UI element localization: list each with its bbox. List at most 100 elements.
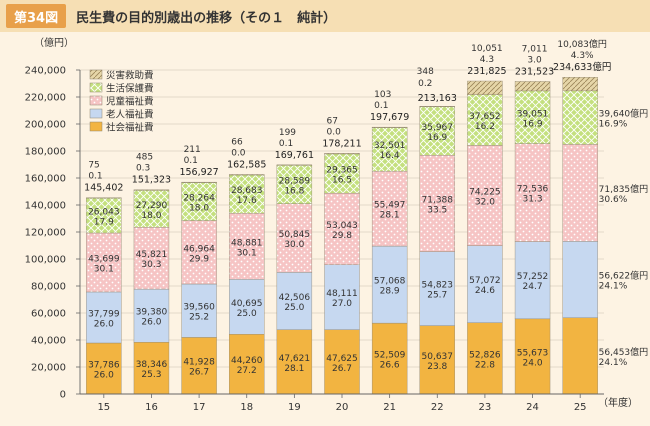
x-tick-label: 15 — [97, 402, 110, 413]
data-label-value: 28,589 — [279, 176, 311, 186]
data-label-value: 39,560 — [183, 303, 215, 313]
total-label: 231,825 — [467, 66, 506, 77]
disaster-percent-label: 0.2 — [418, 79, 432, 89]
bar-segment — [371, 245, 408, 324]
data-label-value: 50,637 — [422, 352, 454, 362]
disaster-value-label: 75 — [88, 161, 99, 171]
data-label-percent: 25.2 — [189, 313, 209, 323]
bar-segment — [86, 197, 122, 199]
data-label-value: 57,252 — [517, 272, 549, 282]
data-label-value: 37,786 — [88, 360, 120, 370]
bar-segment — [181, 182, 217, 221]
bar-segment — [276, 272, 313, 330]
y-tick-label: 20,000 — [31, 363, 66, 374]
total-label: 197,679 — [370, 112, 409, 123]
disaster-value-label: 66 — [231, 138, 243, 148]
disaster-percent-label: 0.1 — [88, 172, 102, 182]
bar-segment — [276, 164, 313, 204]
x-tick-label: 23 — [479, 402, 492, 413]
data-label-percent: 16.9% — [599, 120, 628, 130]
x-tick-label: 19 — [288, 402, 301, 413]
data-label-value: 43,699 — [88, 254, 120, 264]
data-label-value: 41,928 — [183, 358, 215, 368]
data-label-value: 40,695 — [231, 299, 263, 309]
total-label: 151,323 — [132, 175, 171, 186]
data-label-value: 28,683 — [231, 186, 263, 196]
data-label-value: 56,622億円 — [599, 270, 649, 282]
legend-swatch — [89, 69, 103, 80]
legend-swatch — [89, 95, 103, 106]
bar-segment — [371, 127, 408, 172]
bar-segment — [133, 288, 170, 343]
axes: 0 20,000 40,000 60,000 80,000 100,000 120,000 1… — [25, 66, 604, 413]
data-label-value: 55,497 — [374, 201, 406, 211]
data-label-percent: 26.7 — [189, 368, 209, 378]
data-label-percent: 16.9 — [427, 133, 447, 143]
data-label-percent: 25.0 — [237, 309, 257, 319]
data-label-percent: 30.1 — [94, 264, 114, 274]
data-label-percent: 18.0 — [189, 204, 209, 214]
disaster-percent-label: 3.0 — [527, 55, 542, 65]
y-tick-label: 0 — [60, 390, 66, 401]
y-tick-label: 220,000 — [25, 93, 66, 104]
y-tick-label: 60,000 — [31, 309, 66, 320]
bar-segment — [467, 80, 503, 95]
bar-segment — [419, 106, 455, 108]
data-label-percent: 27.2 — [237, 366, 257, 376]
bar-segment — [514, 81, 551, 92]
bar-segment — [419, 325, 455, 395]
bar-segment — [562, 144, 598, 242]
data-label-value: 37,799 — [88, 309, 120, 319]
bar-segment — [276, 164, 313, 166]
data-label-value: 46,964 — [183, 244, 215, 254]
data-label-percent: 18.0 — [141, 211, 161, 221]
bar-segment — [229, 213, 265, 280]
data-label-percent: 25.3 — [141, 370, 161, 380]
total-label: 156,927 — [179, 167, 218, 178]
data-label-value: 71,835億円 — [599, 183, 649, 195]
data-label-value: 28,264 — [183, 194, 215, 204]
data-label-value: 47,625 — [326, 354, 358, 364]
bar-segment — [229, 174, 265, 176]
data-label-value: 52,509 — [374, 351, 406, 361]
x-tick-label: 18 — [240, 402, 253, 413]
y-tick-label: 140,000 — [25, 201, 66, 212]
data-label-percent: 25.7 — [427, 291, 447, 301]
data-label-value: 57,068 — [374, 277, 406, 287]
data-label-percent: 30.1 — [237, 248, 257, 258]
bar-segment — [133, 189, 170, 191]
data-label-percent: 26.0 — [141, 318, 161, 328]
disaster-percent-label: 0.0 — [231, 149, 246, 159]
data-label-percent: 16.9 — [523, 119, 543, 129]
data-label-value: 74,225 — [469, 188, 501, 198]
y-tick-label: 120,000 — [25, 228, 66, 239]
data-label-percent: 24.6 — [475, 286, 495, 296]
data-label-percent: 26.0 — [94, 370, 114, 380]
bar-segment — [133, 190, 170, 228]
x-tick-label: 25 — [574, 402, 587, 413]
data-label-percent: 31.3 — [523, 195, 543, 205]
data-label-value: 38,346 — [136, 360, 168, 370]
data-label-value: 45,821 — [136, 250, 168, 260]
disaster-percent-label: 0.1 — [279, 139, 293, 149]
bar-segment — [371, 126, 408, 128]
disaster-value-label: 485 — [136, 153, 153, 163]
stacked-bar-chart: （億円） （年度） 37,78626.037,79926.043,69930.1… — [25, 36, 649, 413]
disaster-value-label: 348 — [417, 67, 434, 77]
data-label-value: 72,536 — [517, 185, 549, 195]
disaster-percent-label: 0.1 — [374, 101, 388, 111]
disaster-percent-label: 4.3 — [480, 55, 494, 65]
data-labels: 37,78626.037,79926.043,69930.126,04317.9… — [84, 38, 648, 380]
disaster-value-label: 199 — [279, 128, 296, 138]
data-label-value: 26,043 — [88, 207, 120, 217]
y-tick-label: 200,000 — [25, 120, 66, 131]
total-label: 213,163 — [418, 93, 457, 104]
data-label-percent: 28.9 — [380, 287, 400, 297]
bar-segment — [514, 318, 551, 395]
y-tick-label: 160,000 — [25, 174, 66, 185]
legend-label: 社会福祉費 — [106, 122, 154, 134]
bar-segment — [86, 291, 122, 344]
bar-segment — [562, 317, 598, 395]
data-label-value: 71,388 — [422, 195, 454, 205]
figure-header: 第34図 民生費の目的別歳出の推移（その１ 純計） — [0, 0, 650, 32]
